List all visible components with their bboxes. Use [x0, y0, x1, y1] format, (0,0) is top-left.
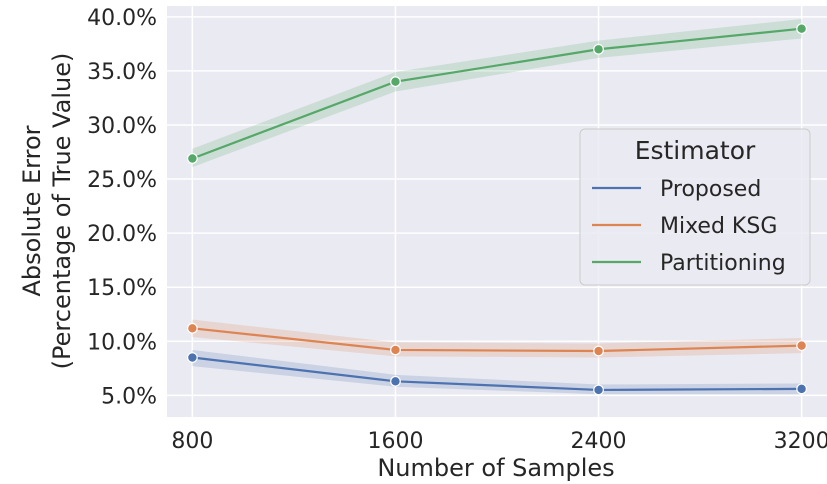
data-point-mixed-ksg — [186, 322, 198, 334]
y-tick-label: 40.0% — [87, 6, 157, 31]
series-line-proposed — [192, 356, 802, 392]
x-tick-label: 800 — [171, 429, 213, 454]
y-tick-label: 35.0% — [87, 60, 157, 85]
y-tick-label: 10.0% — [87, 330, 157, 355]
series-line-mixed-ksg — [192, 327, 802, 353]
data-point-proposed — [186, 352, 198, 363]
y-axis-label-line1: Absolute Error — [18, 125, 46, 296]
series-points — [186, 23, 808, 396]
y-tick-label: 20.0% — [87, 222, 157, 247]
legend-items: Proposed Mixed KSG Partitioning — [592, 177, 786, 276]
data-point-mixed-ksg — [796, 340, 808, 352]
series-lines — [191, 27, 802, 392]
legend: Estimator Proposed Mixed KSG Partitioning — [579, 128, 811, 286]
legend-title: Estimator — [635, 136, 756, 165]
x-tick-labels: 800 1600 2400 3200 — [171, 429, 827, 454]
data-point-partitioning — [390, 76, 401, 88]
y-tick-labels: 5.0% 10.0% 15.0% 20.0% 25.0% 30.0% 35.0% 40.0% — [87, 6, 157, 410]
x-tick-label: 2400 — [571, 429, 627, 454]
y-axis-label: Absolute Error (Percentage of True Value… — [18, 53, 76, 370]
data-point-proposed — [796, 383, 808, 395]
data-point-partitioning — [593, 43, 604, 55]
data-point-mixed-ksg — [390, 344, 401, 356]
series-line-partitioning — [191, 27, 802, 160]
legend-label-mixed-ksg: Mixed KSG — [660, 214, 777, 239]
y-tick-label: 5.0% — [101, 384, 157, 409]
y-tick-label: 15.0% — [87, 276, 157, 301]
y-tick-label: 25.0% — [87, 168, 157, 193]
ci-band-mixed-ksg — [192, 319, 802, 358]
data-point-partitioning — [796, 23, 808, 35]
legend-box — [579, 128, 811, 286]
y-tick-label: 30.0% — [87, 114, 157, 139]
x-tick-label: 3200 — [774, 429, 827, 454]
data-point-proposed — [390, 375, 401, 387]
y-axis-label-line2: (Percentage of True Value) — [48, 53, 76, 370]
x-axis-label: Number of Samples — [377, 454, 614, 482]
data-point-partitioning — [186, 153, 198, 164]
data-point-mixed-ksg — [593, 345, 604, 357]
data-point-proposed — [593, 384, 604, 396]
legend-label-proposed: Proposed — [660, 177, 761, 202]
x-tick-label: 1600 — [367, 429, 423, 454]
legend-label-partitioning: Partitioning — [660, 251, 786, 276]
